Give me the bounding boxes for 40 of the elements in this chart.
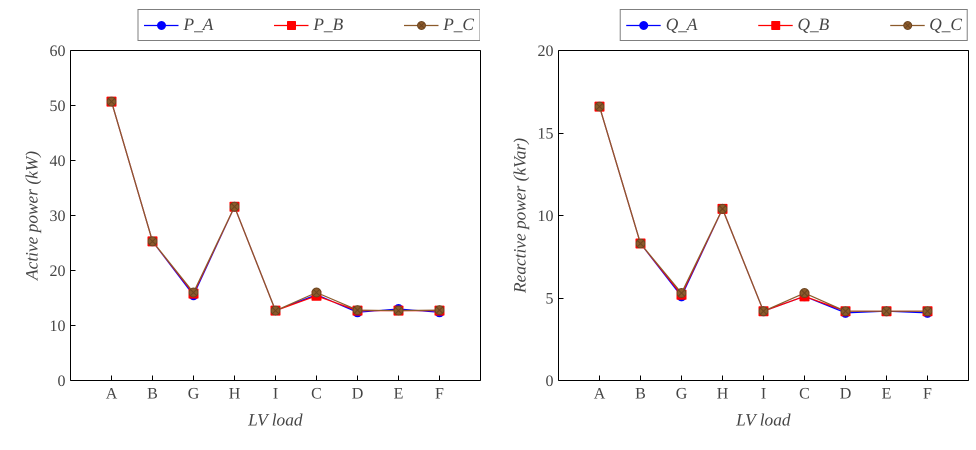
x-axis-title: LV load	[735, 410, 791, 430]
legend-label: P_A	[184, 15, 214, 35]
x-tick-label: C	[799, 386, 810, 402]
y-axis-title: Active power (kW)	[22, 150, 42, 281]
x-tick-label: I	[760, 386, 766, 402]
x-tick-label: D	[352, 386, 364, 402]
legend-label: P_C	[443, 15, 474, 35]
y-tick-label: 30	[50, 208, 66, 225]
x-tick-label: A	[106, 386, 118, 402]
x-tick-label: A	[594, 386, 606, 402]
x-tick-label: B	[635, 386, 646, 402]
y-tick-label: 20	[50, 263, 66, 280]
x-tick-label: F	[435, 386, 444, 402]
y-tick-label: 10	[50, 318, 66, 335]
y-axis-title: Reactive power (kVar)	[510, 138, 530, 294]
x-tick-label: H	[716, 386, 729, 402]
y-tick-label: 15	[538, 126, 554, 142]
y-tick-label: 5	[546, 290, 554, 308]
x-tick-label: B	[147, 386, 158, 402]
y-tick-label: 0	[546, 373, 554, 390]
x-axis-title: LV load	[247, 410, 303, 430]
y-tick-label: 60	[50, 43, 66, 60]
y-tick-label: 20	[538, 43, 554, 60]
y-tick-label: 0	[58, 373, 66, 390]
x-tick-label: C	[311, 386, 322, 402]
x-tick-label: I	[272, 386, 278, 402]
x-tick-label: F	[923, 386, 932, 402]
x-tick-label: H	[228, 386, 241, 402]
legend-label: Q_C	[929, 15, 962, 35]
legend-label: P_B	[313, 15, 344, 35]
x-tick-label: E	[882, 386, 892, 402]
x-tick-label: E	[394, 386, 404, 402]
legend-label: Q_A	[666, 15, 698, 35]
x-tick-label: G	[676, 386, 688, 402]
x-tick-label: D	[840, 386, 852, 402]
legend-label: Q_B	[797, 15, 830, 35]
y-tick-label: 50	[50, 98, 66, 115]
y-tick-label: 10	[538, 208, 554, 225]
y-tick-label: 40	[50, 153, 66, 170]
x-tick-label: G	[188, 386, 200, 402]
